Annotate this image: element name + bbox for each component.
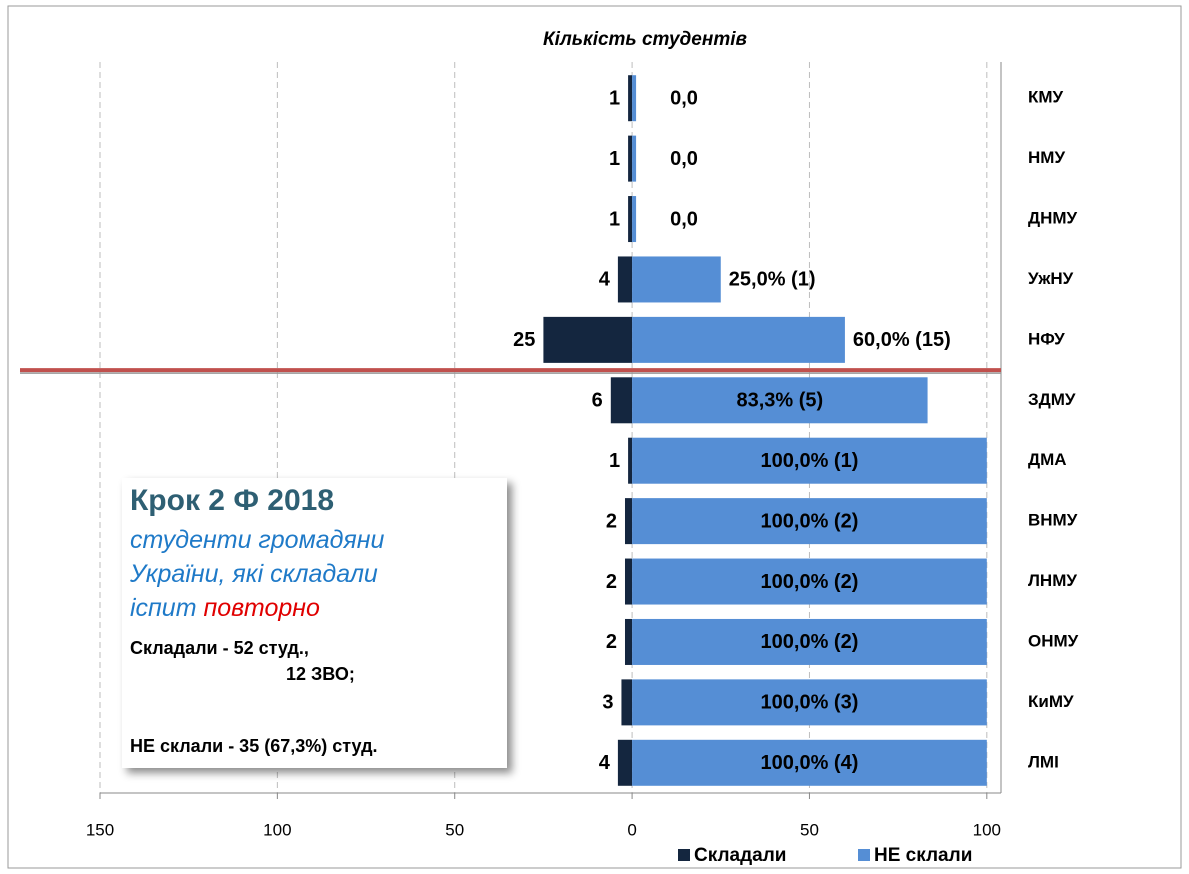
bar [632,739,987,786]
category-label: ЛМІ [1028,752,1059,771]
bar [628,437,633,484]
legend-swatch [858,849,870,861]
box-line: України, які складали [130,560,378,588]
bar [632,196,637,243]
value-label: 4 [599,269,611,291]
bar [632,135,637,182]
box-highlight: повторно [203,594,320,622]
category-label: КиМУ [1028,692,1074,711]
box-title: Крок 2 Ф 2018 [130,484,335,517]
value-label: 83,3% (5) [736,390,823,412]
value-label: 100,0% (3) [761,692,859,714]
value-label: 1 [609,87,620,109]
info-box: Крок 2 Ф 2018 студенти громадяни України… [122,478,507,768]
bar [632,618,987,665]
legend-label: НЕ склали [874,845,972,866]
value-label: 2 [606,631,617,653]
bar [621,679,633,726]
x-tick-label: 50 [800,820,819,839]
bar [632,316,845,363]
bar [632,498,987,545]
value-label: 100,0% (2) [761,510,859,532]
category-label: НМУ [1028,148,1065,167]
category-label: ЛНМУ [1028,571,1077,590]
box-note: НЕ склали - 35 (67,3%) студ. [130,736,378,756]
value-label: 0,0 [670,208,698,230]
category-label: ОНМУ [1028,631,1079,650]
bar [632,558,987,605]
bar [617,739,633,786]
bar [632,377,928,424]
category-label: КМУ [1028,88,1064,107]
box-note: 12 ЗВО; [286,664,355,684]
value-label: 0,0 [670,148,698,170]
bar [632,437,987,484]
bar [624,498,633,545]
legend-label: Складали [694,845,786,866]
bar [610,377,633,424]
box-line: студенти громадяни [130,526,385,554]
bar [628,196,633,243]
value-label: 1 [609,208,620,230]
category-label: УжНУ [1028,269,1074,288]
bar [632,75,637,122]
bar [624,558,633,605]
value-label: 100,0% (4) [761,752,859,774]
value-label: 0,0 [670,87,698,109]
value-label: 100,0% (2) [761,631,859,653]
value-label: 100,0% (2) [761,571,859,593]
box-line: іспит [130,594,197,622]
bar [628,135,633,182]
x-tick-label: 100 [263,820,291,839]
value-label: 100,0% (1) [761,450,859,472]
value-label: 1 [609,450,620,472]
frame [7,5,1182,869]
bar [624,618,633,665]
value-label: 60,0% (15) [853,329,951,351]
value-label: 3 [602,692,613,714]
x-tick-label: 0 [627,820,636,839]
value-label: 2 [606,571,617,593]
value-label: 6 [592,390,603,412]
x-tick-label: 50 [445,820,464,839]
category-label: НФУ [1028,329,1065,348]
category-label: ДМА [1028,450,1067,469]
bar [628,75,633,122]
category-label: ДНМУ [1028,209,1078,228]
bar [632,256,721,303]
bar [632,679,987,726]
category-label: ЗДМУ [1028,390,1076,409]
category-label: ВНМУ [1028,511,1078,530]
box-note: Складали - 52 студ., [130,638,309,658]
value-label: 25 [513,329,535,351]
value-label: 1 [609,148,620,170]
legend-swatch [678,849,690,861]
x-tick-label: 150 [86,820,114,839]
chart-title: Кількість студентів [543,29,747,50]
bar [543,316,633,363]
value-label: 25,0% (1) [729,269,816,291]
value-label: 4 [599,752,611,774]
value-label: 2 [606,510,617,532]
x-tick-label: 100 [973,820,1001,839]
bar [617,256,633,303]
